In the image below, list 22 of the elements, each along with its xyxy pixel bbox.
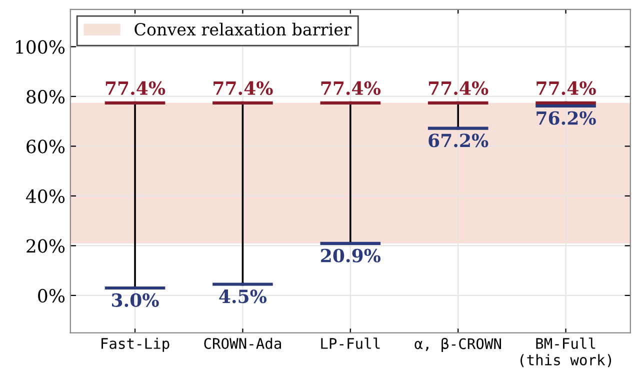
data-label: 77.4% [321, 81, 381, 95]
data-label: 77.4% [106, 81, 166, 95]
x-tick-label: α, β-CROWN [414, 338, 502, 352]
data-label: 76.2% [536, 111, 596, 125]
y-tick-label: 40% [26, 189, 65, 204]
x-tick-label: CROWN-Ada [204, 338, 281, 349]
x-tick-label: LP-Full [321, 338, 380, 349]
y-tick-label: 20% [26, 239, 65, 253]
data-label: 77.4% [536, 81, 596, 95]
legend-label: Convex relaxation barrier [134, 22, 352, 36]
y-tick-label: 60% [26, 140, 65, 154]
data-label: 77.4% [428, 81, 488, 95]
y-tick-label: 100% [16, 40, 65, 54]
x-tick-label: Fast-Lip [102, 338, 170, 352]
x-tick-label: BM-Full (this work) [520, 338, 612, 368]
data-label: 77.4% [214, 81, 273, 95]
data-label: 3.0% [112, 293, 159, 307]
data-label: 4.5% [219, 290, 267, 304]
y-tick-label: 0% [38, 288, 65, 303]
y-tick-label: 80% [26, 90, 65, 104]
data-label: 67.2% [428, 134, 488, 148]
data-label: 20.9% [321, 248, 381, 262]
